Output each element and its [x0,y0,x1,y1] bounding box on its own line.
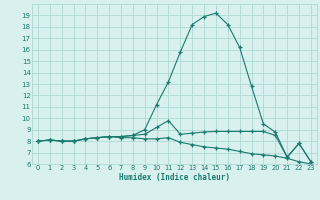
X-axis label: Humidex (Indice chaleur): Humidex (Indice chaleur) [119,173,230,182]
